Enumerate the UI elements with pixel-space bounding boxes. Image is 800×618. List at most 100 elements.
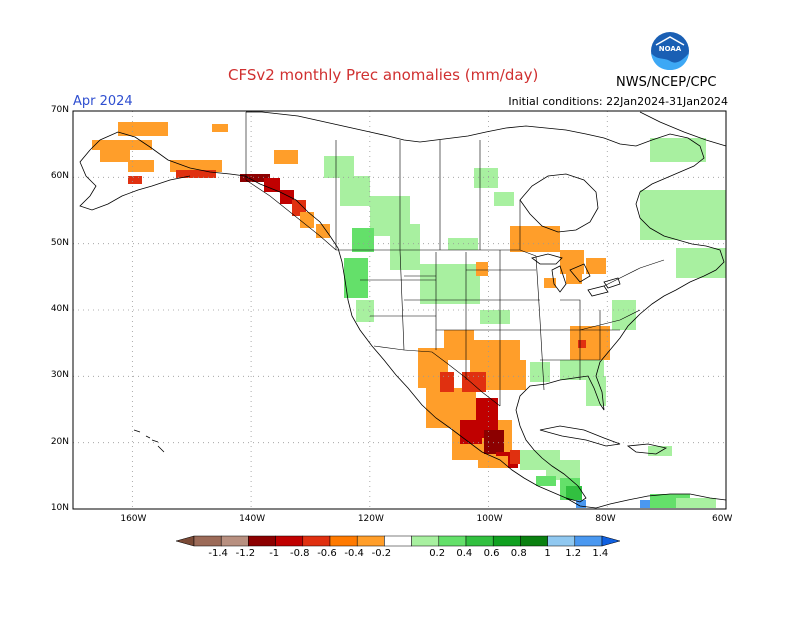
north-america-coastline [89,111,725,503]
latitude-tick-label: 40N [50,304,69,314]
anomaly-cell [640,500,650,508]
coastlines [79,111,727,509]
anomaly-cell [340,176,370,206]
initial-conditions-label: Initial conditions: 22Jan2024-31Jan2024 [508,95,728,108]
colorbar-min-arrow [175,535,195,547]
anomaly-cell [576,500,586,508]
colorbar-segment [275,535,304,547]
longitude-tick-label: 140W [239,514,266,524]
anomaly-cell [546,460,580,480]
anomaly-cell [92,140,152,150]
longitude-tick-label: 100W [476,514,503,524]
longitude-tick-label: 120W [357,514,384,524]
colorbar-segment [411,535,440,547]
latitude-tick-label: 10N [50,503,69,513]
latitude-tick-label: 20N [50,436,69,447]
great-lakes [531,253,621,297]
anomaly-cell [676,498,716,508]
chart-title: CFSv2 monthly Prec anomalies (mm/day) [228,66,539,84]
colorbar-segment [329,535,358,547]
anomaly-cell [280,190,294,204]
longitude-tick-label: 80W [595,514,616,524]
anomaly-cell [570,326,610,360]
colorbar-label: 0.6 [483,548,500,559]
colorbar-segment [193,535,222,547]
anomaly-cell [560,360,604,380]
anomaly-cell [612,300,636,330]
anomaly-cell [650,138,706,162]
anomaly-cell [480,310,510,324]
colorbar-segment [492,535,521,547]
anomaly-cell [300,212,314,228]
colorbar-segment [248,535,276,547]
colorbar-max-arrow [601,535,621,547]
hawaii-coastline [133,429,165,453]
latitude-tick-label: 30N [50,370,69,381]
anomaly-cell [510,226,560,252]
anomaly-cell [530,362,550,382]
anomaly-cell [560,250,584,274]
anomaly-cell [274,150,298,164]
hudson-bay-coastline [519,173,599,233]
anomaly-cell [500,360,526,390]
anomaly-cell [212,124,228,132]
colorbar-segment [384,535,412,547]
anomaly-cell [444,330,474,360]
colorbar-label: 1.4 [592,548,609,559]
anomaly-cell [316,224,330,238]
anomaly-cell [170,160,222,172]
anomaly-cell [476,262,488,276]
anomaly-cell [176,170,216,178]
map-frame [72,110,727,510]
agency-label: NWS/NCEP/CPC [616,75,717,90]
anomaly-cell [510,450,522,464]
anomaly-cell [544,278,556,288]
anomaly-cell [128,160,154,172]
colorbar-segment [356,535,385,547]
anomaly-cell [352,228,374,252]
political-borders [245,112,665,407]
colorbar-segment [438,535,467,547]
colorbar [175,535,621,547]
anomaly-cell [566,486,582,500]
colorbar-label: 0.2 [429,548,446,559]
anomaly-cell [640,190,726,240]
colorbar-label: 0.8 [510,548,527,559]
colorbar-label: -1.4 [208,548,228,559]
anomaly-cell [478,456,508,468]
colorbar-label: -0.4 [344,548,364,559]
colorbar-segment [220,535,249,547]
anomaly-cell [462,372,486,392]
colorbar-label: 0.4 [456,548,473,559]
anomaly-cell [586,258,606,274]
latitude-tick-label: 50N [50,237,69,248]
greenland-coastline [639,111,727,147]
longitude-tick-label: 160W [120,514,147,524]
logo-text: NOAA [659,45,682,53]
central-america-coastline [565,493,727,509]
anomaly-cell [344,258,368,298]
colorbar-label: -1 [269,548,280,559]
hispaniola-coastline [626,443,668,455]
anomaly-cell [676,248,726,278]
anomaly-cell [264,178,280,192]
anomaly-cell [356,300,374,322]
anomaly-layer [92,122,726,508]
anomaly-cell [494,192,514,206]
anomaly-cell [460,420,482,444]
latitude-tick-label: 60N [50,171,69,182]
anomaly-cell [118,122,168,136]
cuba-coastline [539,425,621,447]
colorbar-label: 1.2 [565,548,582,559]
forecast-month-label: Apr 2024 [73,94,133,109]
anomaly-cell [100,150,130,162]
canada-province-borders [335,140,521,250]
colorbar-label: -0.2 [371,548,392,559]
colorbar-label: -0.8 [290,548,310,559]
colorbar-segment [520,535,548,547]
colorbar-segment [302,535,331,547]
anomaly-cell [240,174,270,182]
anomaly-cell [440,372,454,392]
colorbar-segment [547,535,576,547]
